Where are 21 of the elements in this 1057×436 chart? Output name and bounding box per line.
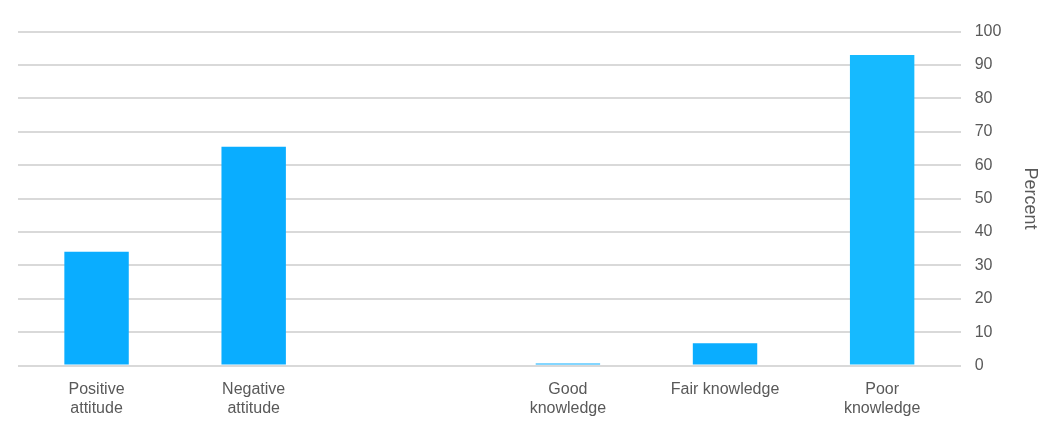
y-tick-label: 30 bbox=[974, 255, 993, 273]
x-tick-label: Negative attitude bbox=[222, 379, 286, 416]
y-axis-title: Percent bbox=[1021, 167, 1042, 230]
y-tick-label: 80 bbox=[974, 88, 993, 106]
y-tick-label: 10 bbox=[974, 322, 993, 340]
y-tick-label: 0 bbox=[974, 356, 984, 374]
y-tick-label: 70 bbox=[974, 122, 993, 140]
y-tick-label: 90 bbox=[974, 55, 993, 73]
x-tick-label: Fair knowledge bbox=[670, 379, 780, 397]
bar bbox=[692, 343, 758, 365]
y-tick-label: 20 bbox=[974, 289, 993, 307]
y-tick-label: 100 bbox=[974, 22, 1002, 40]
x-tick-label: Good knowledge bbox=[529, 379, 607, 416]
y-tick-label: 50 bbox=[974, 189, 993, 207]
bar bbox=[64, 251, 129, 365]
y-tick-label: 40 bbox=[974, 222, 993, 240]
x-tick-label: Positive attitude bbox=[68, 379, 125, 416]
x-tick-label: Poor knowledge bbox=[843, 379, 921, 416]
bar bbox=[221, 146, 286, 365]
bar bbox=[849, 54, 915, 365]
y-tick-label: 60 bbox=[974, 155, 993, 173]
